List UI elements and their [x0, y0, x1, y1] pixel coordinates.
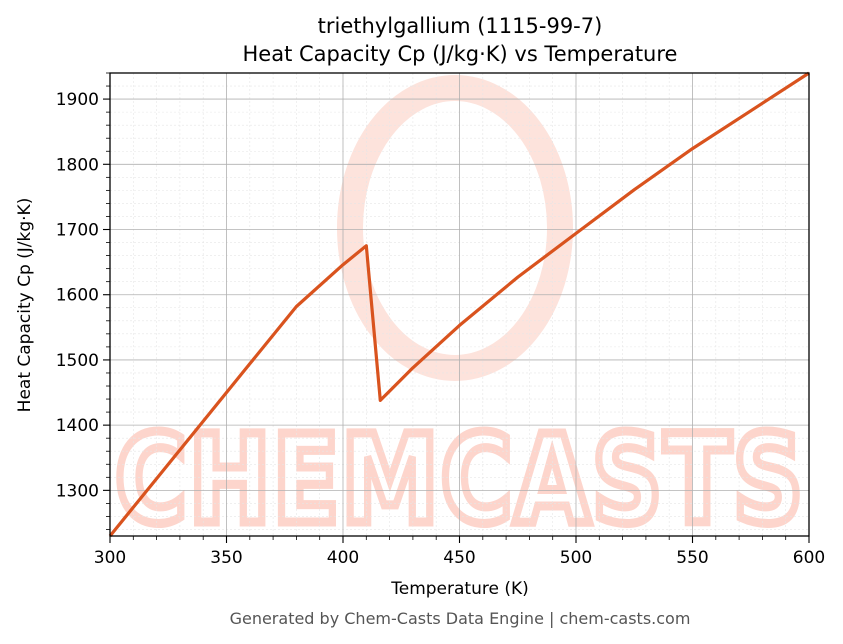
x-tick-label: 450: [443, 548, 475, 568]
y-tick-label: 1400: [56, 416, 99, 436]
axis-ticks: [103, 72, 810, 543]
y-tick-label: 1700: [56, 221, 99, 241]
x-tick-label: 500: [560, 548, 592, 568]
series-line: [108, 71, 810, 538]
y-tick-label: 1500: [56, 351, 99, 371]
y-axis-label: Heat Capacity Cp (J/kg·K): [15, 198, 35, 413]
x-tick-label: 600: [793, 548, 825, 568]
x-tick-label: 300: [94, 548, 126, 568]
tick-labels: 300 350 400 450 500 550 600 1300 1400 1500 1600 170…: [56, 90, 825, 568]
x-axis-label: Temperature (K): [390, 579, 529, 599]
chart-title-line1: triethylgallium (1115-99-7): [318, 14, 603, 38]
y-tick-label: 1300: [56, 481, 99, 501]
x-tick-label: 400: [327, 548, 359, 568]
x-tick-label: 350: [210, 548, 242, 568]
chart-title-line2: Heat Capacity Cp (J/kg·K) vs Temperature: [243, 42, 678, 66]
plot-frame: [109, 72, 810, 537]
footer-text: Generated by Chem-Casts Data Engine | ch…: [230, 609, 691, 628]
x-tick-label: 550: [676, 548, 708, 568]
y-tick-label: 1600: [56, 286, 99, 306]
y-tick-label: 1800: [56, 155, 99, 175]
watermark-swirl: [337, 75, 573, 381]
y-tick-label: 1900: [56, 90, 99, 110]
watermark: CHEMCASTS: [111, 75, 808, 556]
